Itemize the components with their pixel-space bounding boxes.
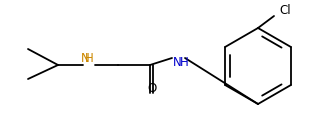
Text: H: H [85,53,93,66]
Text: N: N [81,53,89,66]
Text: Cl: Cl [279,4,290,18]
Text: H: H [180,56,188,70]
Text: O: O [147,81,156,94]
Text: N: N [173,56,181,70]
